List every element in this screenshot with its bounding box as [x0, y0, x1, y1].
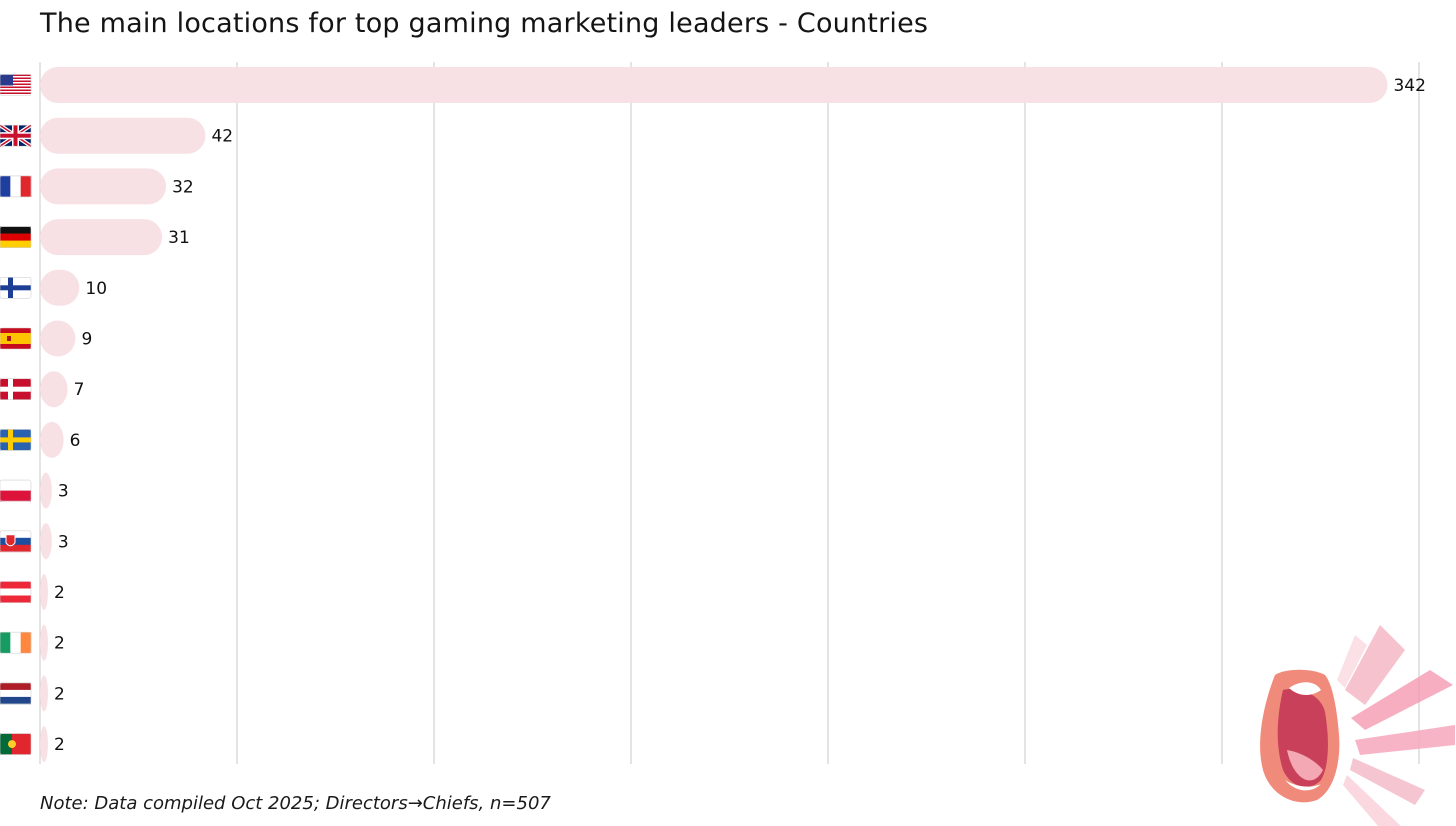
denmark-flag-icon: [0, 378, 32, 400]
austria-flag-icon: [0, 581, 32, 603]
bar-spain: [40, 320, 76, 357]
value-label: 3: [58, 482, 69, 502]
bar-portugal: [40, 726, 48, 763]
bar-finland: [40, 269, 80, 306]
value-label: 3: [58, 532, 69, 552]
bar-poland: [40, 472, 52, 509]
value-label: 2: [54, 583, 65, 603]
bar-denmark: [40, 371, 68, 408]
value-label: 10: [85, 279, 107, 299]
value-label: 42: [211, 127, 233, 147]
country-flags: [0, 74, 33, 755]
grid-lines: [39, 62, 1420, 764]
value-label: 32: [172, 177, 194, 197]
value-label: 342: [1393, 76, 1425, 96]
us-flag-icon: [0, 74, 32, 96]
value-label: 2: [54, 684, 65, 704]
bar-united-states: [40, 67, 1388, 103]
france-flag-icon: [0, 175, 32, 198]
value-label: 2: [54, 634, 65, 654]
open-mouth-illustration: [1260, 625, 1455, 826]
bar-netherlands: [40, 675, 48, 712]
bar-united-kingdom: [40, 117, 206, 154]
finland-flag-icon: [0, 277, 32, 299]
germany-flag-icon: [0, 226, 32, 248]
uk-flag-icon: [0, 123, 33, 148]
bar-ireland: [40, 624, 48, 661]
bar-slovakia: [40, 523, 52, 560]
value-label: 6: [70, 431, 81, 451]
value-label: 31: [168, 228, 190, 248]
value-label: 9: [81, 330, 92, 350]
value-label: 2: [54, 735, 65, 755]
portugal-flag-icon: [0, 733, 32, 755]
bar-austria: [40, 574, 48, 610]
sweden-flag-icon: [0, 429, 32, 451]
spain-flag-icon: [0, 327, 32, 350]
netherlands-flag-icon: [0, 682, 32, 705]
chart-note: Note: Data compiled Oct 2025; Directors→…: [40, 793, 551, 814]
bars: [40, 67, 1388, 763]
bar-france: [40, 168, 167, 205]
ireland-flag-icon: [0, 631, 32, 654]
value-label: 7: [74, 380, 85, 400]
slovakia-flag-icon: [0, 530, 32, 553]
bar-germany: [40, 219, 163, 256]
bar-sweden: [40, 421, 64, 458]
poland-flag-icon: [0, 479, 32, 502]
chart-title: The main locations for top gaming market…: [40, 8, 929, 39]
